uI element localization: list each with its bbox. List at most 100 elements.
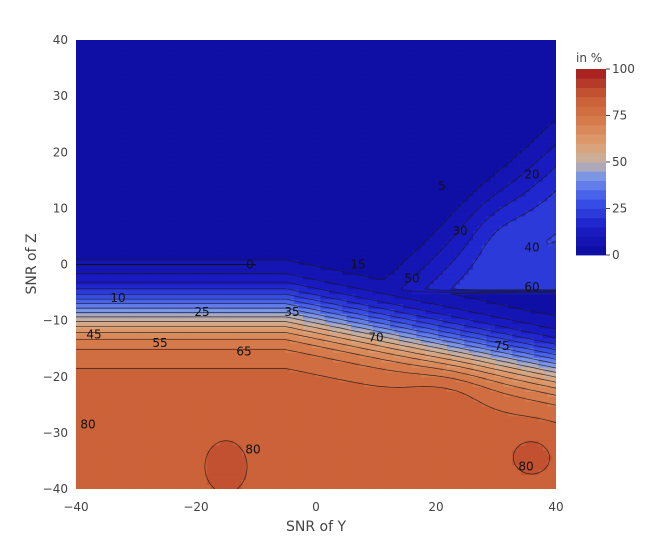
contour-cell	[180, 484, 186, 489]
contour-cell	[486, 366, 492, 373]
contour-cell	[215, 449, 221, 456]
contour-cell	[228, 430, 234, 436]
contour-cell	[119, 449, 125, 456]
contour-cell	[416, 445, 422, 451]
contour-cell	[150, 396, 156, 402]
contour-cell	[333, 293, 339, 300]
contour-cell	[180, 274, 186, 280]
contour-cell	[119, 318, 125, 324]
contour-cell	[211, 327, 217, 334]
contour-cell	[298, 391, 304, 397]
contour-cell	[429, 420, 435, 427]
contour-cell	[285, 371, 291, 378]
contour-cell	[547, 269, 553, 275]
contour-cell	[124, 366, 129, 373]
contour-cell	[189, 308, 195, 314]
contour-cell	[89, 401, 95, 407]
contour-cell	[551, 396, 556, 402]
contour-cell	[460, 362, 465, 368]
contour-cell	[490, 479, 496, 485]
contour-cell	[529, 332, 535, 339]
contour-cell	[377, 327, 383, 334]
contour-cell	[512, 484, 518, 489]
contour-cell	[89, 269, 95, 275]
contour-cell	[508, 308, 513, 314]
contour-cell	[93, 420, 99, 427]
contour-cell	[254, 479, 260, 485]
contour-cell	[298, 445, 304, 451]
contour-cell	[534, 449, 540, 456]
contour-cell	[333, 371, 339, 378]
contour-cell	[163, 396, 169, 402]
contour-cell	[477, 279, 483, 285]
contour-cell	[390, 459, 396, 466]
contour-cell	[110, 430, 116, 436]
contour-cell	[503, 430, 509, 436]
contour-cell	[102, 342, 108, 349]
contour-cell	[285, 479, 291, 485]
contour-cell	[298, 435, 304, 441]
contour-cell	[89, 376, 95, 383]
contour-cell	[254, 410, 260, 417]
contour-cell	[154, 410, 160, 417]
contour-cell	[202, 337, 208, 344]
contour-cell	[241, 396, 247, 402]
contour-cell	[302, 430, 308, 436]
contour-cell	[119, 269, 125, 275]
contour-cell	[102, 396, 108, 402]
contour-cell	[551, 298, 556, 305]
contour-cell	[294, 479, 300, 485]
contour-cell	[132, 440, 138, 446]
contour-cell	[268, 293, 273, 300]
contour-cell	[89, 313, 95, 319]
contour-cell	[412, 396, 417, 402]
contour-cell	[206, 386, 212, 392]
contour-cell	[416, 362, 422, 368]
contour-cell	[276, 391, 282, 397]
contour-cell	[433, 313, 439, 319]
contour-cell	[298, 279, 304, 285]
contour-cell	[381, 401, 387, 407]
contour-cell	[189, 352, 195, 358]
contour-cell	[316, 479, 321, 485]
contour-cell	[398, 293, 404, 300]
contour-cell	[486, 288, 492, 295]
contour-cell	[468, 303, 474, 310]
contour-cell	[141, 381, 147, 388]
contour-cell	[359, 469, 365, 475]
contour-cell	[342, 401, 348, 407]
contour-cell	[455, 449, 461, 456]
contour-cell	[84, 323, 90, 329]
contour-cell	[289, 445, 295, 451]
contour-cell	[132, 303, 138, 310]
contour-cell	[516, 318, 522, 324]
contour-cell	[368, 425, 374, 432]
contour-cell	[294, 459, 300, 466]
contour-cell	[102, 474, 108, 480]
contour-cell	[416, 479, 422, 485]
contour-cell	[89, 362, 95, 368]
contour-cell	[521, 406, 527, 412]
contour-cell	[529, 440, 535, 446]
contour-cell	[154, 474, 160, 480]
contour-cell	[468, 323, 474, 329]
contour-cell	[228, 323, 234, 329]
contour-cell	[163, 332, 169, 339]
contour-cell	[551, 410, 556, 417]
contour-cell	[307, 440, 313, 446]
contour-cell	[224, 342, 230, 349]
contour-cell	[224, 308, 230, 314]
contour-cell	[333, 318, 339, 324]
contour-cell	[481, 332, 487, 339]
contour-cell	[390, 274, 396, 280]
contour-cell	[106, 337, 112, 344]
contour-cell	[398, 371, 404, 378]
contour-cell	[481, 288, 487, 295]
contour-cell	[529, 415, 535, 422]
contour-cell	[289, 342, 295, 349]
contour-cell	[477, 469, 483, 475]
contour-cell	[289, 318, 295, 324]
contour-cell	[272, 469, 278, 475]
contour-cell	[311, 293, 317, 300]
contour-cell	[263, 347, 269, 353]
